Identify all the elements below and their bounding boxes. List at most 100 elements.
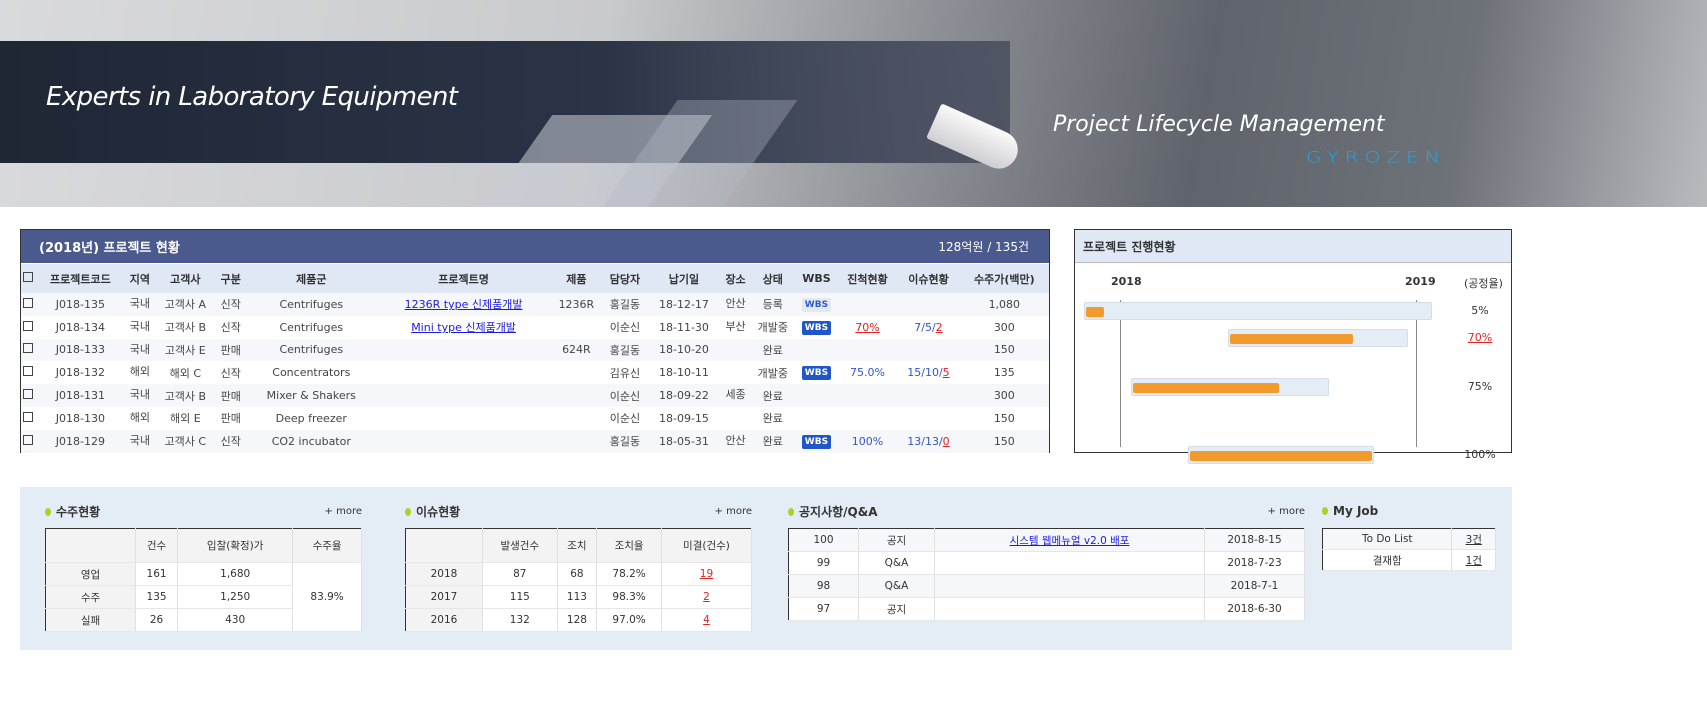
row-checkbox[interactable] — [21, 429, 36, 453]
project-name-link[interactable]: 1236R type 신제품개발 — [404, 298, 523, 312]
table-row[interactable]: J018-132 해외 해외 C 신작 Concentrators 김유신 18-10-11… — [21, 361, 1049, 384]
gantt-bar-track[interactable] — [1227, 329, 1408, 347]
cell-owner: 홍길동 — [602, 338, 648, 362]
cell: 98 — [788, 574, 859, 598]
gantt-bar-track[interactable] — [1131, 378, 1330, 396]
job-row[interactable]: To Do List 3건 — [1322, 528, 1496, 550]
row-checkbox[interactable] — [21, 361, 36, 384]
issue-counts[interactable]: 13/13/ — [907, 434, 943, 448]
issue-open-count[interactable]: 0 — [942, 434, 950, 448]
project-panel-title: (2018년) 프로젝트 현황 — [39, 241, 180, 256]
cell-group: Centrifuges — [245, 338, 377, 362]
table-row[interactable]: J018-133 국내 고객사 E 판매 Centrifuges 624R 홍길동 18-10… — [21, 338, 1049, 362]
row-checkbox[interactable] — [21, 407, 36, 430]
cell: 78.2% — [596, 562, 662, 586]
cell-product: 624R — [550, 338, 603, 362]
cell: Q&A — [858, 574, 935, 598]
gyrozen-logo: GYROZEN — [1306, 147, 1446, 167]
cell-owner: 이순신 — [609, 412, 641, 426]
row-checkbox[interactable] — [21, 316, 36, 339]
project-name-link[interactable]: Mini type 신제품개발 — [411, 321, 516, 335]
column-header: 프로젝트코드 — [35, 264, 126, 293]
cell-issues: 13/13/0 — [897, 429, 960, 453]
table-row[interactable]: J018-135 국내 고객사 A 신작 Centrifuges 1236R type 신… — [21, 293, 1049, 316]
column-header: 납기일 — [647, 264, 721, 293]
issue-counts[interactable]: 15/10/ — [907, 366, 943, 380]
cell-due: 18-09-22 — [647, 384, 721, 407]
cell-status: 완료 — [750, 384, 796, 407]
cell-region: 해외 — [129, 365, 151, 379]
progress-value[interactable]: 70% — [855, 320, 880, 334]
cell-status: 완료 — [750, 338, 796, 362]
cell: Q&A — [858, 551, 935, 575]
table-row: 실패 26 430 — [45, 608, 362, 632]
cell: 공지 — [858, 597, 935, 621]
cell-client: 고객사 B — [154, 384, 216, 407]
select-all-checkbox[interactable] — [21, 264, 36, 293]
notices-section: 공지사항/Q&A + more 100 공지 시스템 웹메뉴얼 v2.0 배포 2018… — [788, 504, 1305, 621]
gantt-bar-track[interactable] — [1084, 302, 1433, 320]
cell-owner: 홍길동 — [602, 293, 648, 316]
wbs-button[interactable]: WBS — [801, 434, 831, 449]
issue-open-count[interactable]: 5 — [942, 366, 950, 380]
cell-due: 18-10-11 — [659, 366, 709, 380]
cell-wbs: WBS — [795, 293, 838, 316]
cell-due: 18-10-20 — [647, 338, 721, 362]
orders-more-link[interactable]: + more — [324, 505, 362, 517]
cell-product — [550, 429, 603, 453]
wbs-button[interactable]: WBS — [801, 297, 831, 312]
unresolved-link[interactable]: 2 — [703, 591, 710, 603]
cell-group: Centrifuges — [279, 320, 344, 334]
job-row[interactable]: 결재함 1건 — [1322, 549, 1496, 571]
unresolved-link[interactable]: 19 — [699, 568, 714, 580]
notice-row[interactable]: 97 공지 2018-6-30 — [788, 597, 1305, 621]
notice-row[interactable]: 100 공지 시스템 웹메뉴얼 v2.0 배포 2018-8-15 — [788, 528, 1305, 552]
cell-name — [377, 361, 550, 384]
cell-status: 개발중 — [757, 321, 788, 335]
year-end-line — [1416, 300, 1417, 447]
unresolved-link[interactable]: 4 — [703, 614, 710, 626]
table-row[interactable]: J018-134 국내 고객사 B 신작 Centrifuges Mini type 신제… — [21, 316, 1049, 339]
notices-more-link[interactable]: + more — [1267, 505, 1305, 517]
notice-row[interactable]: 98 Q&A 2018-7-1 — [788, 574, 1305, 598]
issue-open-count[interactable]: 2 — [935, 320, 943, 334]
table-row: 수주 135 1,250 — [45, 585, 362, 609]
cell-client: 해외 E — [169, 412, 201, 426]
issues-more-link[interactable]: + more — [714, 505, 752, 517]
notice-row[interactable]: 99 Q&A 2018-7-23 — [788, 551, 1305, 575]
column-header: 조치 — [557, 528, 598, 563]
progress-value[interactable]: 75.0% — [850, 366, 885, 380]
row-checkbox[interactable] — [21, 384, 36, 407]
issue-counts[interactable]: 7/5/ — [914, 320, 936, 334]
dashboard-bottom: 수주현황 + more 건수 입찰(확정)가 수주율 영업 161 1,680 83.9% 수주… — [20, 487, 1512, 650]
cell-owner: 이순신 — [609, 321, 641, 335]
myjob-table: To Do List 3건 결재함 1건 — [1322, 528, 1496, 571]
cell: 113 — [557, 585, 598, 609]
row-checkbox[interactable] — [21, 293, 36, 316]
table-row: 2018 87 68 78.2% 19 — [405, 562, 753, 586]
row-label: 실패 — [45, 608, 136, 632]
table-row: 2016 132 128 97.0% 4 — [405, 608, 753, 632]
cell-code: J018-129 — [35, 429, 126, 453]
job-count-link[interactable]: 3건 — [1465, 533, 1482, 546]
notice-title-link[interactable]: 시스템 웹메뉴얼 v2.0 배포 — [1009, 534, 1130, 547]
table-row[interactable]: J018-130 해외 해외 E 판매 Deep freezer 이순신 18-09-15 완… — [21, 407, 1049, 430]
progress-value[interactable]: 100% — [851, 434, 884, 448]
cell-place: 안산 — [720, 429, 751, 453]
row-checkbox[interactable] — [21, 338, 36, 362]
gantt-bar-track[interactable] — [1188, 446, 1374, 464]
wbs-button[interactable]: WBS — [801, 320, 831, 335]
issues-title: 이슈현황 — [416, 504, 461, 519]
cell-code: J018-135 — [35, 293, 126, 316]
cell-name — [377, 407, 550, 430]
cell: 97 — [788, 597, 859, 621]
cell-progress — [838, 407, 898, 430]
job-count-link[interactable]: 1건 — [1465, 554, 1482, 567]
cell-status: 완료 — [750, 429, 796, 453]
cell-due: 18-12-17 — [647, 293, 721, 316]
cell: 135 — [135, 585, 179, 609]
table-row[interactable]: J018-129 국내 고객사 C 신작 CO2 incubator 홍길동 18-05-3… — [21, 429, 1049, 453]
table-row[interactable]: J018-131 국내 고객사 B 판매 Mixer & Shakers 이순신 18-09… — [21, 384, 1049, 407]
cell-product — [550, 316, 602, 339]
wbs-button[interactable]: WBS — [801, 366, 831, 381]
